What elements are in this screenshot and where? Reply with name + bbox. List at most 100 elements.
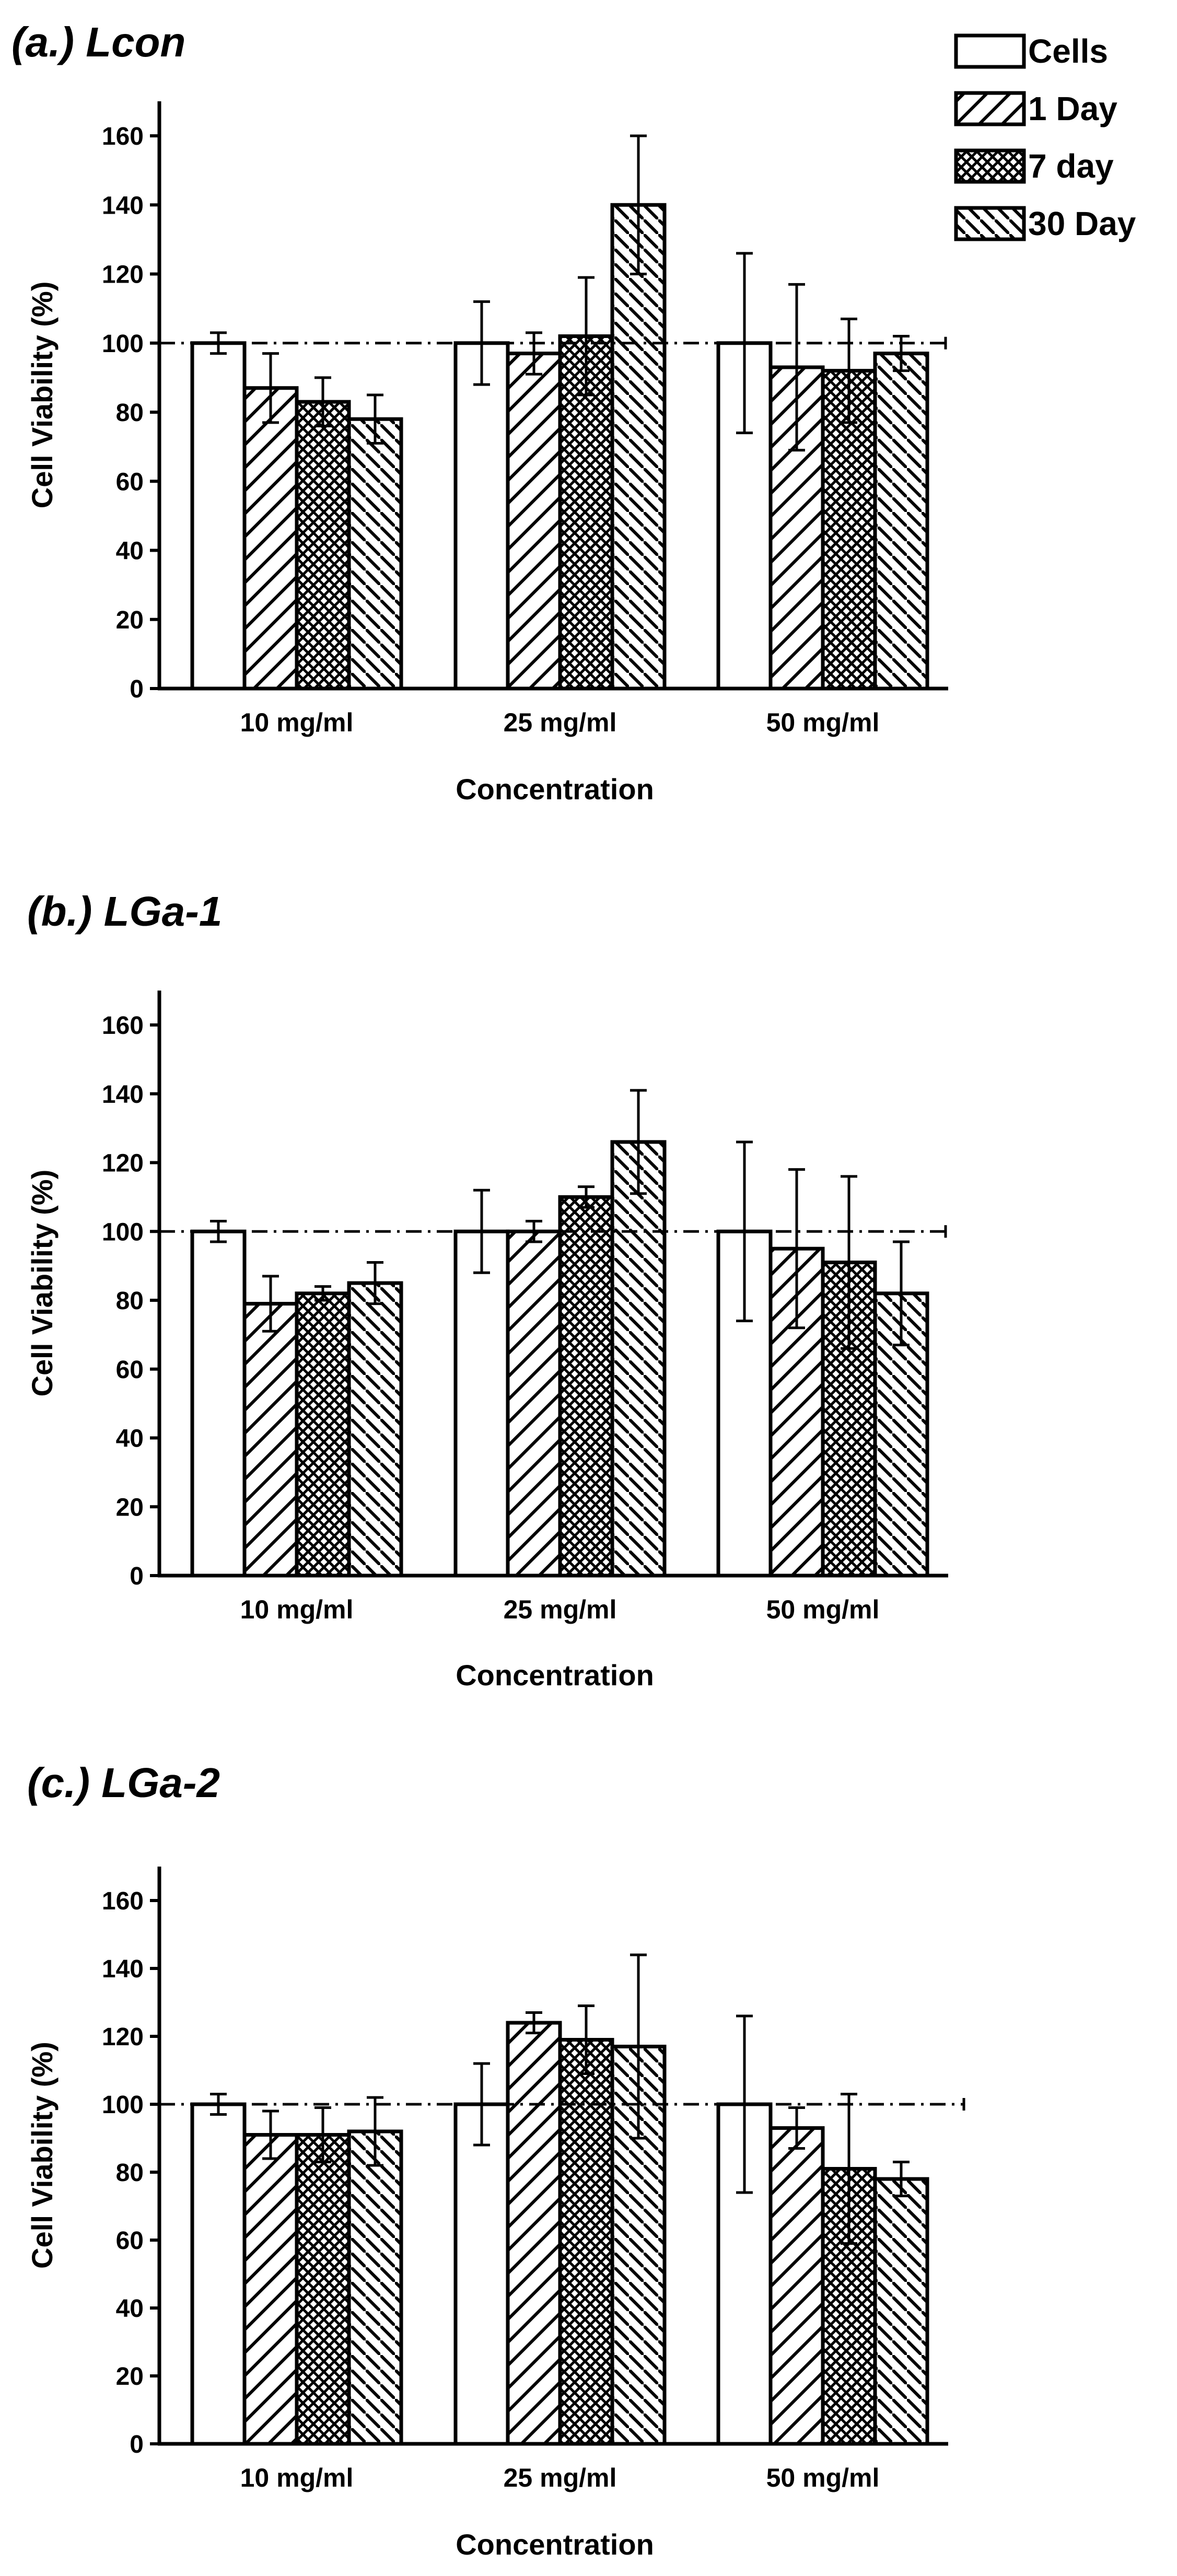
y-tick-label: 0 <box>130 1563 144 1590</box>
chart-panel-b: (b.) LGa-1 0 20 40 60 80 100 120 140 160 10 mg/ml 2… <box>26 888 948 1692</box>
x-tick-label: 10 mg/ml <box>240 708 354 737</box>
x-tick-label: 50 mg/ml <box>766 1595 880 1624</box>
error-bar-cells-50-mg-ml <box>736 252 753 435</box>
bar-7-day-10-mg-ml <box>295 1291 351 1578</box>
y-tick-label: 40 <box>116 538 144 565</box>
x-axis-title: Concentration <box>456 1659 654 1692</box>
y-tick-label: 80 <box>116 399 144 427</box>
error-bar-7-day-50-mg-ml <box>841 1175 857 1350</box>
error-bar-7-day-50-mg-ml <box>841 2093 857 2245</box>
bar-30-day-10-mg-ml <box>347 2129 403 2446</box>
bar-30-day-50-mg-ml <box>873 352 929 691</box>
error-bar-30-day-10-mg-ml <box>367 393 383 445</box>
y-tick-label: 0 <box>130 675 144 703</box>
bar-30-day-50-mg-ml <box>873 2177 929 2446</box>
y-tick-label: 140 <box>102 1081 144 1109</box>
bar-7-day-10-mg-ml <box>295 400 351 691</box>
y-axis-title: Cell Viability (%) <box>26 2042 59 2269</box>
y-tick-label: 120 <box>102 261 144 289</box>
bar-1-day-25-mg-ml <box>506 2021 562 2446</box>
bar-cells-25-mg-ml <box>453 2102 510 2446</box>
y-tick-label: 120 <box>102 2023 144 2051</box>
error-bar-1-day-50-mg-ml <box>788 1168 805 1330</box>
y-tick-label: 100 <box>102 1218 144 1246</box>
y-tick-label: 20 <box>116 2363 144 2391</box>
legend-label-cells: Cells <box>1028 32 1108 70</box>
error-bar-cells-50-mg-ml <box>736 2014 753 2194</box>
y-tick-label: 100 <box>102 2091 144 2119</box>
chart-title: (a.) Lcon <box>11 19 185 65</box>
error-bar-cells-50-mg-ml <box>736 1140 753 1323</box>
legend-swatch-1-day <box>954 91 1026 126</box>
bar-30-day-10-mg-ml <box>347 417 403 691</box>
legend-label-1-day: 1 Day <box>1028 90 1117 127</box>
y-tick-label: 60 <box>116 468 144 496</box>
x-tick-label: 10 mg/ml <box>240 2463 354 2492</box>
bar-1-day-25-mg-ml <box>506 1229 562 1578</box>
error-bar-30-day-50-mg-ml <box>893 1240 910 1347</box>
x-tick-label: 50 mg/ml <box>766 2463 880 2492</box>
error-bar-30-day-10-mg-ml <box>367 2096 383 2167</box>
y-tick-label: 20 <box>116 607 144 634</box>
y-axis-title: Cell Viability (%) <box>26 282 59 509</box>
legend-entry-cells: Cells <box>954 32 1108 70</box>
error-bar-1-day-25-mg-ml <box>526 2011 542 2034</box>
y-tick-label: 20 <box>116 1494 144 1521</box>
bar-1-day-50-mg-ml <box>768 2126 825 2446</box>
bar-cells-10-mg-ml <box>190 1229 247 1578</box>
bar-1-day-10-mg-ml <box>242 386 299 691</box>
legend-entry-1-day: 1 Day <box>954 90 1117 127</box>
x-axis-title: Concentration <box>456 773 654 806</box>
error-bar-1-day-50-mg-ml <box>788 283 805 452</box>
y-tick-label: 60 <box>116 1356 144 1384</box>
y-tick-label: 140 <box>102 192 144 219</box>
y-tick-label: 140 <box>102 1955 144 1983</box>
error-bar-7-day-10-mg-ml <box>314 1285 331 1302</box>
error-bar-30-day-10-mg-ml <box>367 1261 383 1306</box>
error-bar-cells-10-mg-ml <box>210 2093 227 2116</box>
x-tick-label: 25 mg/ml <box>504 1595 617 1624</box>
bar-1-day-25-mg-ml <box>506 352 562 691</box>
error-bar-1-day-25-mg-ml <box>526 331 542 376</box>
legend-swatch-30-day <box>954 206 1026 241</box>
legend-swatch-7-day <box>954 148 1026 184</box>
bar-7-day-25-mg-ml <box>558 2038 614 2446</box>
chart-title: (c.) LGa-2 <box>27 1759 220 1806</box>
bar-cells-25-mg-ml <box>453 341 510 691</box>
x-tick-label: 50 mg/ml <box>766 708 880 737</box>
error-bar-7-day-25-mg-ml <box>578 1185 595 1209</box>
error-bar-1-day-50-mg-ml <box>788 2106 805 2150</box>
y-tick-label: 160 <box>102 123 144 150</box>
error-bar-1-day-10-mg-ml <box>262 1275 279 1333</box>
y-tick-label: 40 <box>116 1425 144 1453</box>
x-axis-title: Concentration <box>456 2528 654 2561</box>
bar-7-day-10-mg-ml <box>295 2133 351 2446</box>
error-bar-30-day-25-mg-ml <box>630 134 647 275</box>
error-bar-cells-10-mg-ml <box>210 331 227 355</box>
bar-cells-10-mg-ml <box>190 341 247 691</box>
bar-7-day-25-mg-ml <box>558 1195 614 1578</box>
bar-30-day-25-mg-ml <box>610 1140 667 1578</box>
y-tick-label: 160 <box>102 1887 144 1915</box>
error-bar-7-day-10-mg-ml <box>314 376 331 427</box>
chart-title: (b.) LGa-1 <box>27 888 222 935</box>
y-tick-label: 80 <box>116 1287 144 1315</box>
bar-1-day-10-mg-ml <box>242 1302 299 1578</box>
error-bar-7-day-10-mg-ml <box>314 2106 331 2163</box>
y-tick-label: 120 <box>102 1150 144 1178</box>
y-tick-label: 0 <box>130 2431 144 2458</box>
legend: Cells 1 Day 7 day 30 Day <box>954 32 1136 242</box>
error-bar-30-day-50-mg-ml <box>893 2161 910 2197</box>
legend-entry-7-day: 7 day <box>954 147 1114 185</box>
bar-30-day-10-mg-ml <box>347 1281 403 1578</box>
y-tick-label: 60 <box>116 2227 144 2255</box>
bar-30-day-25-mg-ml <box>610 203 667 691</box>
legend-entry-30-day: 30 Day <box>954 205 1136 242</box>
legend-label-7-day: 7 day <box>1028 147 1114 185</box>
legend-label-30-day: 30 Day <box>1028 205 1136 242</box>
bar-1-day-10-mg-ml <box>242 2133 299 2446</box>
error-bar-cells-10-mg-ml <box>210 1219 227 1243</box>
error-bar-1-day-10-mg-ml <box>262 352 279 424</box>
y-axis-title: Cell Viability (%) <box>26 1170 59 1397</box>
